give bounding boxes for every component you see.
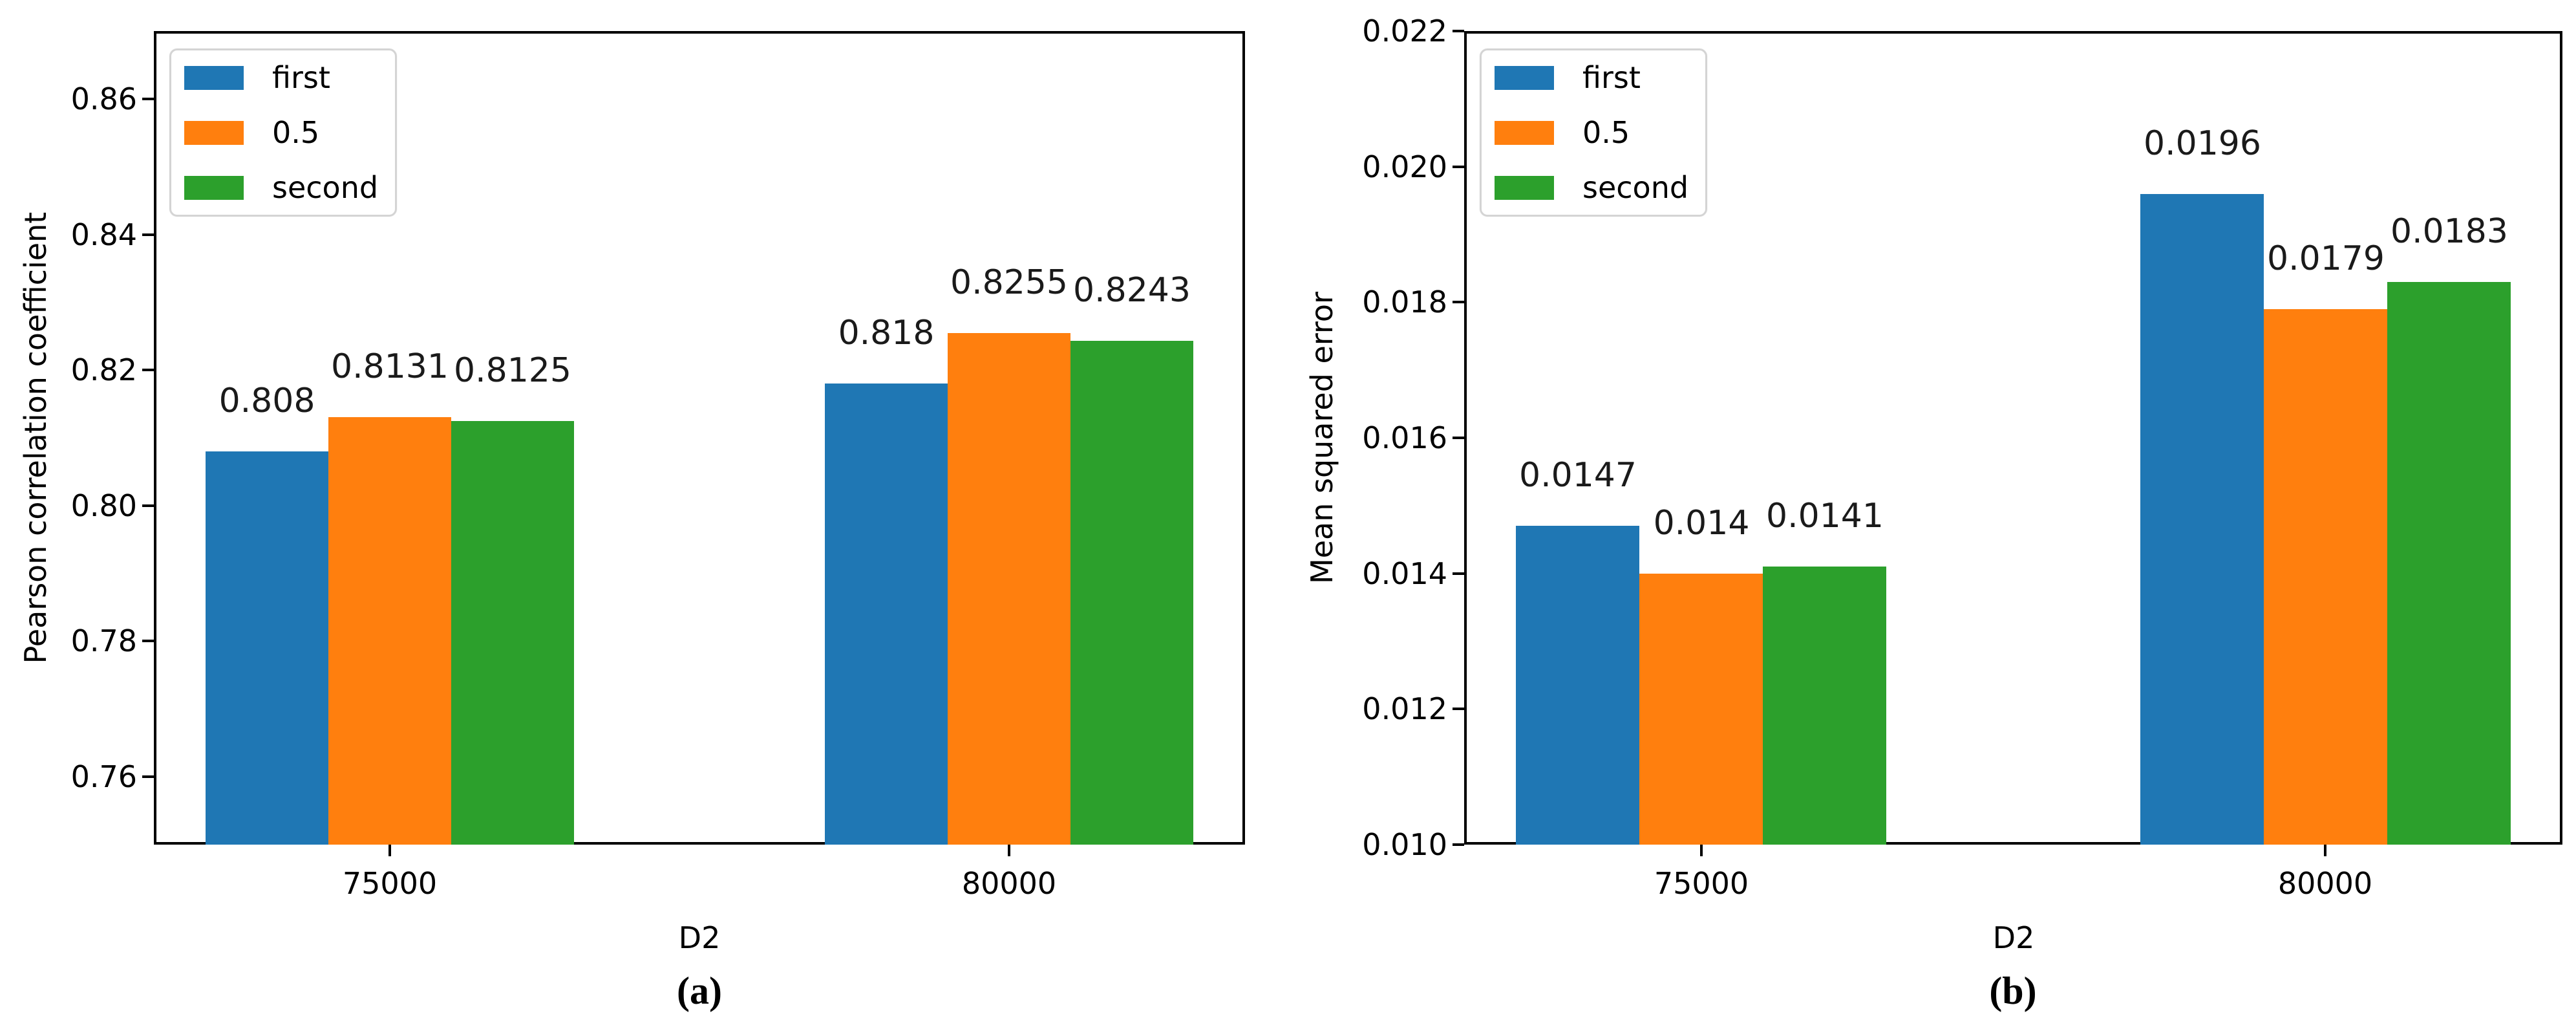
- y-tick-label: 0.76: [70, 759, 137, 794]
- x-tick-label: 80000: [2277, 866, 2373, 901]
- y-tick: [142, 369, 154, 371]
- bar-second-75000: [1763, 567, 1886, 845]
- bar-value-label: 0.8125: [454, 351, 571, 390]
- y-tick-label: 0.016: [1362, 420, 1447, 455]
- legend-swatch-second: [184, 175, 244, 200]
- x-tick: [1700, 845, 1703, 856]
- legend-swatch-second: [1495, 175, 1554, 200]
- y-tick: [1453, 437, 1464, 439]
- y-tick-label: 0.010: [1362, 827, 1447, 862]
- y-tick-label: 0.014: [1362, 556, 1447, 591]
- legend-swatch-0.5: [1495, 120, 1554, 145]
- bar-0.5-75000: [328, 417, 451, 845]
- y-tick: [1453, 166, 1464, 168]
- bar-value-label: 0.0147: [1519, 456, 1637, 495]
- y-axis-label: Mean squared error: [1304, 292, 1339, 584]
- y-tick-label: 0.86: [70, 81, 137, 116]
- legend-row-first: first: [1495, 61, 1688, 94]
- x-tick: [1008, 845, 1010, 856]
- bar-0.5-80000: [948, 333, 1070, 845]
- legend-label: 0.5: [1582, 115, 1630, 150]
- y-tick-label: 0.018: [1362, 285, 1447, 319]
- y-tick: [1453, 843, 1464, 846]
- legend: first 0.5 second: [169, 49, 398, 217]
- legend-row-0.5: 0.5: [184, 116, 378, 149]
- x-axis-label: D2: [1992, 920, 2035, 955]
- x-tick: [2324, 845, 2326, 856]
- y-tick: [142, 233, 154, 236]
- legend-swatch-first: [184, 65, 244, 90]
- bar-first-75000: [1516, 526, 1639, 845]
- legend-label: 0.5: [272, 115, 320, 150]
- y-tick: [142, 504, 154, 507]
- bar-value-label: 0.8255: [950, 263, 1068, 302]
- y-tick-label: 0.78: [70, 623, 137, 658]
- y-tick: [142, 98, 154, 100]
- x-tick-label: 75000: [342, 866, 438, 901]
- x-tick-label: 75000: [1654, 866, 1749, 901]
- y-tick: [1453, 708, 1464, 710]
- y-axis-label: Pearson correlation coefficient: [18, 211, 53, 664]
- y-tick: [142, 640, 154, 642]
- y-tick-label: 0.80: [70, 488, 137, 523]
- x-tick-label: 80000: [961, 866, 1057, 901]
- bar-value-label: 0.8243: [1073, 271, 1191, 310]
- bar-value-label: 0.8131: [331, 347, 449, 386]
- legend-row-first: first: [184, 61, 378, 94]
- bar-first-80000: [825, 384, 948, 845]
- bar-first-75000: [206, 451, 328, 845]
- y-tick: [1453, 30, 1464, 32]
- y-tick-label: 0.012: [1362, 691, 1447, 726]
- y-tick: [142, 775, 154, 778]
- panel-caption-b: (b): [1989, 969, 2037, 1012]
- x-tick: [389, 845, 391, 856]
- legend-label: first: [272, 60, 330, 95]
- bar-second-80000: [2387, 282, 2511, 845]
- legend-label: first: [1582, 60, 1641, 95]
- y-tick: [1453, 572, 1464, 575]
- legend-row-second: second: [184, 171, 378, 204]
- bar-value-label: 0.0196: [2144, 124, 2261, 163]
- bar-second-80000: [1070, 341, 1193, 845]
- legend-row-second: second: [1495, 171, 1688, 204]
- bar-value-label: 0.808: [218, 382, 315, 420]
- y-tick-label: 0.84: [70, 217, 137, 252]
- y-tick-label: 0.020: [1362, 149, 1447, 184]
- legend-label: second: [1582, 170, 1689, 205]
- y-tick-label: 0.022: [1362, 14, 1447, 49]
- bar-value-label: 0.0141: [1766, 497, 1884, 535]
- legend-label: second: [272, 170, 379, 205]
- panel-caption-a: (a): [677, 969, 722, 1012]
- legend: first 0.5 second: [1480, 49, 1708, 217]
- bar-value-label: 0.014: [1653, 504, 1750, 543]
- bar-second-75000: [451, 421, 574, 845]
- y-tick: [1453, 301, 1464, 303]
- legend-swatch-first: [1495, 65, 1554, 90]
- x-axis-label: D2: [678, 920, 721, 955]
- bar-value-label: 0.0179: [2267, 239, 2385, 278]
- bar-first-80000: [2140, 194, 2264, 845]
- bar-0.5-80000: [2264, 309, 2387, 845]
- bar-value-label: 0.0183: [2390, 212, 2508, 251]
- legend-swatch-0.5: [184, 120, 244, 145]
- bar-0.5-75000: [1639, 574, 1763, 845]
- bar-value-label: 0.818: [838, 314, 935, 352]
- y-tick-label: 0.82: [70, 352, 137, 387]
- legend-row-0.5: 0.5: [1495, 116, 1688, 149]
